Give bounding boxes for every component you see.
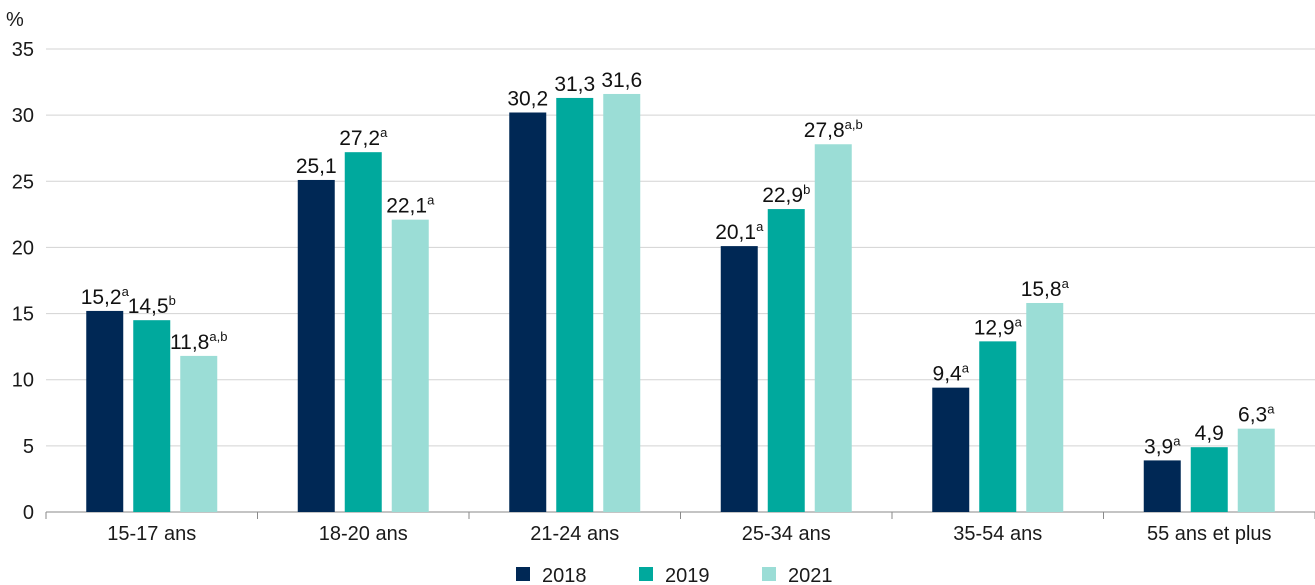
data-label-value: 22,1	[386, 195, 427, 218]
data-label: 25,1	[296, 155, 337, 178]
y-axis-label: %	[6, 9, 24, 31]
data-label: 3,9a	[1144, 433, 1181, 458]
data-label-value: 25,1	[296, 155, 337, 178]
data-label: 9,4a	[933, 361, 970, 386]
x-tick-label: 25-34 ans	[742, 523, 831, 545]
data-label: 20,1a	[715, 219, 764, 244]
x-tick-label: 55 ans et plus	[1147, 523, 1272, 545]
gridlines	[46, 48, 1315, 513]
y-tick-labels: 0 5 10 15 20 25 30 35	[12, 39, 34, 524]
legend-swatch-2018	[516, 567, 530, 581]
x-tick-label: 15-17 ans	[107, 523, 196, 545]
bar-2018-4	[720, 246, 758, 512]
bar-2021-2	[391, 219, 429, 513]
bar-2018-3	[509, 112, 547, 513]
bar-2021-1	[180, 355, 218, 512]
bar-2021-4	[814, 144, 852, 512]
data-label: 27,2a	[339, 125, 388, 150]
data-label-note: a	[122, 284, 130, 299]
y-tick-label: 15	[12, 304, 34, 326]
data-label: 31,6	[601, 69, 642, 92]
y-tick-label: 10	[12, 370, 34, 392]
x-tick-label: 18-20 ans	[319, 523, 408, 545]
data-label-note: a	[427, 193, 435, 208]
bar-2021-5	[1026, 302, 1064, 512]
data-label: 4,9	[1195, 422, 1224, 445]
legend-label-2018: 2018	[542, 565, 587, 585]
bar-2019-1	[133, 320, 171, 512]
data-label: 22,1a	[386, 193, 435, 218]
bar-2018-2	[297, 179, 335, 512]
data-label-value: 30,2	[507, 87, 548, 110]
bar-2018-5	[932, 387, 970, 512]
data-label-note: b	[169, 293, 176, 308]
data-label: 6,3a	[1238, 402, 1275, 427]
legend-label-2019: 2019	[665, 565, 710, 585]
bar-2018-1	[86, 310, 124, 512]
data-label-value: 4,9	[1195, 422, 1224, 445]
bar-2019-6	[1190, 447, 1228, 512]
bar-2019-3	[556, 97, 594, 513]
data-label-note: a	[1267, 402, 1275, 417]
y-tick-label: 5	[23, 436, 34, 458]
bar-2019-2	[344, 152, 382, 512]
data-label-value: 15,8	[1021, 278, 1062, 301]
data-label: 27,8a,b	[804, 117, 863, 142]
data-label-value: 6,3	[1238, 404, 1267, 427]
x-tick-label: 21-24 ans	[530, 523, 619, 545]
y-tick-label: 35	[12, 39, 34, 61]
data-label-value: 31,6	[601, 69, 642, 92]
legend: 2018 2019 2021	[516, 565, 833, 585]
legend-swatch-2019	[639, 567, 653, 581]
data-label-value: 11,8	[170, 331, 209, 354]
data-label: 12,9a	[974, 314, 1023, 339]
y-tick-label: 0	[23, 502, 34, 524]
data-label-note: a,b	[209, 329, 227, 344]
data-label-note: a	[1062, 276, 1070, 291]
data-label-note: a	[756, 219, 764, 234]
data-label: 15,8a	[1021, 276, 1070, 301]
y-tick-label: 30	[12, 105, 34, 127]
data-label-value: 20,1	[715, 221, 756, 244]
data-label-value: 31,3	[554, 73, 595, 96]
data-label-note: a	[380, 125, 388, 140]
bar-2021-3	[603, 93, 641, 512]
bar-2018-6	[1143, 460, 1181, 512]
data-label-value: 15,2	[81, 286, 122, 309]
data-label: 30,2	[507, 87, 548, 110]
data-label-note: b	[803, 182, 810, 197]
data-label-note: a,b	[845, 117, 863, 132]
bar-2019-4	[767, 209, 805, 512]
data-label-note: a	[1015, 314, 1023, 329]
data-label-value: 22,9	[762, 184, 803, 207]
data-label: 11,8a,b	[170, 329, 227, 354]
data-label: 31,3	[554, 73, 595, 96]
data-label-note: a	[1173, 433, 1181, 448]
bars	[86, 93, 1275, 513]
data-label-value: 3,9	[1144, 435, 1173, 458]
legend-swatch-2021	[762, 567, 776, 581]
data-label-value: 9,4	[933, 363, 963, 386]
data-label: 15,2a	[81, 284, 130, 309]
data-label-value: 27,8	[804, 119, 845, 142]
bar-2021-6	[1237, 428, 1275, 512]
data-label-note: a	[962, 361, 970, 376]
legend-label-2021: 2021	[788, 565, 833, 585]
y-tick-label: 25	[12, 171, 34, 193]
y-tick-label: 20	[12, 237, 34, 259]
x-axis: 15-17 ans 18-20 ans 21-24 ans 25-34 ans 35-5…	[45, 512, 1315, 545]
data-label-value: 12,9	[974, 316, 1015, 339]
x-tick-label: 35-54 ans	[953, 523, 1042, 545]
data-label: 14,5b	[128, 293, 176, 318]
data-label-value: 27,2	[339, 127, 380, 150]
bar-2019-5	[979, 341, 1017, 512]
data-label: 22,9b	[762, 182, 810, 207]
data-label-value: 14,5	[128, 295, 169, 318]
